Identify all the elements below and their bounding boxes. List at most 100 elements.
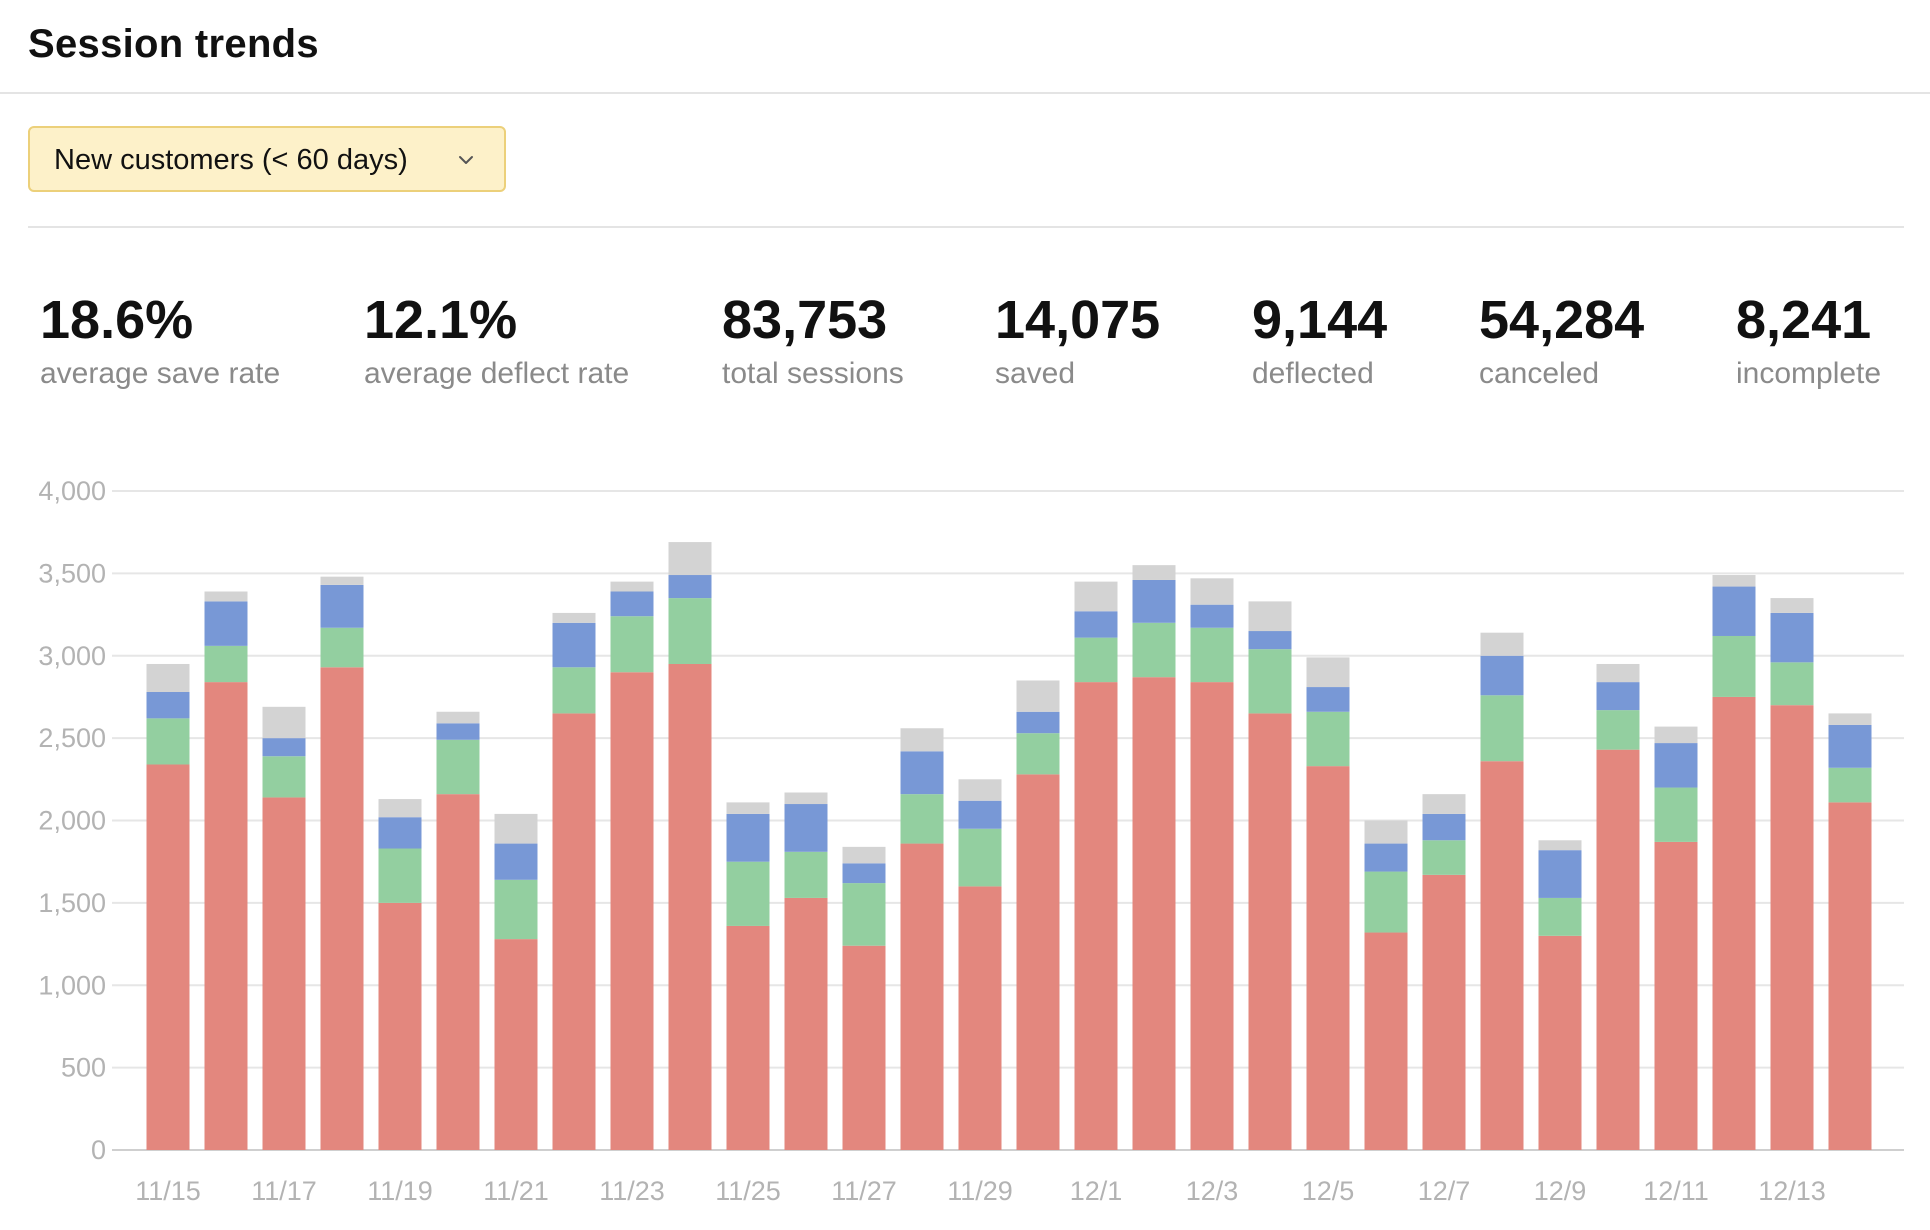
bar-incomplete[interactable]: [1016, 680, 1060, 712]
bar-saved[interactable]: [320, 584, 364, 628]
bar-incomplete[interactable]: [668, 542, 712, 576]
bar-deflected[interactable]: [1480, 695, 1524, 762]
bar-canceled[interactable]: [262, 797, 306, 1150]
bar-saved[interactable]: [1190, 604, 1234, 628]
bar-canceled[interactable]: [494, 939, 538, 1150]
bar-deflected[interactable]: [1248, 649, 1292, 714]
bar-canceled[interactable]: [146, 764, 190, 1150]
bar-deflected[interactable]: [1016, 733, 1060, 775]
bar-saved[interactable]: [378, 817, 422, 849]
bar-saved[interactable]: [1770, 612, 1814, 663]
bar-incomplete[interactable]: [610, 581, 654, 592]
bar-incomplete[interactable]: [726, 802, 770, 814]
bar-deflected[interactable]: [610, 616, 654, 673]
bar-deflected[interactable]: [1596, 710, 1640, 750]
bar-saved[interactable]: [1306, 687, 1350, 712]
bar-saved[interactable]: [1248, 631, 1292, 650]
bar-saved[interactable]: [1596, 682, 1640, 711]
bar-deflected[interactable]: [552, 667, 596, 714]
bar-saved[interactable]: [900, 751, 944, 795]
bar-canceled[interactable]: [1306, 766, 1350, 1150]
bar-canceled[interactable]: [610, 672, 654, 1150]
bar-deflected[interactable]: [900, 794, 944, 844]
customer-segment-dropdown[interactable]: New customers (< 60 days): [28, 126, 506, 192]
bar-saved[interactable]: [610, 591, 654, 617]
bar-saved[interactable]: [668, 575, 712, 599]
bar-saved[interactable]: [784, 804, 828, 852]
bar-canceled[interactable]: [900, 843, 944, 1150]
bar-incomplete[interactable]: [958, 779, 1002, 801]
bar-deflected[interactable]: [668, 598, 712, 664]
bar-deflected[interactable]: [436, 739, 480, 795]
bar-canceled[interactable]: [784, 897, 828, 1150]
bar-canceled[interactable]: [1828, 802, 1872, 1150]
bar-deflected[interactable]: [378, 848, 422, 903]
bar-incomplete[interactable]: [1828, 713, 1872, 725]
bar-saved[interactable]: [552, 622, 596, 668]
bar-canceled[interactable]: [1132, 677, 1176, 1150]
bar-deflected[interactable]: [1654, 787, 1698, 842]
bar-saved[interactable]: [204, 601, 248, 646]
bar-canceled[interactable]: [552, 713, 596, 1150]
bar-incomplete[interactable]: [1770, 598, 1814, 613]
bar-deflected[interactable]: [1190, 627, 1234, 683]
bar-incomplete[interactable]: [784, 792, 828, 805]
bar-deflected[interactable]: [146, 718, 190, 765]
bar-incomplete[interactable]: [436, 711, 480, 724]
bar-saved[interactable]: [262, 738, 306, 757]
bar-saved[interactable]: [842, 863, 886, 884]
bar-saved[interactable]: [1132, 579, 1176, 623]
bar-saved[interactable]: [1422, 813, 1466, 841]
bar-canceled[interactable]: [1770, 705, 1814, 1150]
bar-canceled[interactable]: [1654, 841, 1698, 1150]
bar-saved[interactable]: [726, 813, 770, 862]
bar-incomplete[interactable]: [900, 728, 944, 752]
bar-saved[interactable]: [1828, 724, 1872, 768]
bar-deflected[interactable]: [494, 879, 538, 940]
bar-canceled[interactable]: [320, 667, 364, 1150]
bar-incomplete[interactable]: [1654, 726, 1698, 744]
bar-canceled[interactable]: [1190, 682, 1234, 1150]
bar-canceled[interactable]: [1364, 932, 1408, 1150]
bar-saved[interactable]: [1364, 843, 1408, 872]
bar-saved[interactable]: [1654, 743, 1698, 788]
bar-deflected[interactable]: [726, 861, 770, 926]
bar-deflected[interactable]: [958, 828, 1002, 887]
bar-deflected[interactable]: [1422, 840, 1466, 875]
bar-canceled[interactable]: [1712, 696, 1756, 1150]
bar-canceled[interactable]: [842, 945, 886, 1150]
bar-canceled[interactable]: [1016, 774, 1060, 1150]
bar-incomplete[interactable]: [1596, 663, 1640, 683]
bar-canceled[interactable]: [204, 682, 248, 1150]
bar-deflected[interactable]: [784, 851, 828, 898]
bar-incomplete[interactable]: [842, 846, 886, 864]
bar-canceled[interactable]: [726, 925, 770, 1150]
bar-deflected[interactable]: [204, 645, 248, 683]
bar-deflected[interactable]: [1770, 662, 1814, 706]
bar-canceled[interactable]: [1422, 874, 1466, 1150]
bar-deflected[interactable]: [1364, 871, 1408, 933]
bar-canceled[interactable]: [958, 886, 1002, 1150]
bar-incomplete[interactable]: [494, 813, 538, 844]
bar-deflected[interactable]: [842, 883, 886, 946]
bar-deflected[interactable]: [320, 627, 364, 668]
bar-canceled[interactable]: [378, 902, 422, 1150]
bar-incomplete[interactable]: [378, 799, 422, 818]
bar-saved[interactable]: [1016, 711, 1060, 734]
bar-deflected[interactable]: [1074, 637, 1118, 683]
bar-canceled[interactable]: [1596, 749, 1640, 1150]
bar-deflected[interactable]: [1132, 622, 1176, 678]
bar-incomplete[interactable]: [1364, 820, 1408, 844]
bar-incomplete[interactable]: [552, 612, 596, 623]
bar-incomplete[interactable]: [320, 576, 364, 585]
bar-deflected[interactable]: [1306, 711, 1350, 767]
bar-canceled[interactable]: [1248, 713, 1292, 1150]
bar-incomplete[interactable]: [1132, 565, 1176, 580]
bar-deflected[interactable]: [1828, 767, 1872, 803]
bar-incomplete[interactable]: [1074, 581, 1118, 612]
bar-saved[interactable]: [1712, 586, 1756, 636]
bar-incomplete[interactable]: [204, 591, 248, 602]
bar-saved[interactable]: [1538, 850, 1582, 898]
bar-incomplete[interactable]: [1422, 794, 1466, 814]
bar-saved[interactable]: [494, 843, 538, 880]
